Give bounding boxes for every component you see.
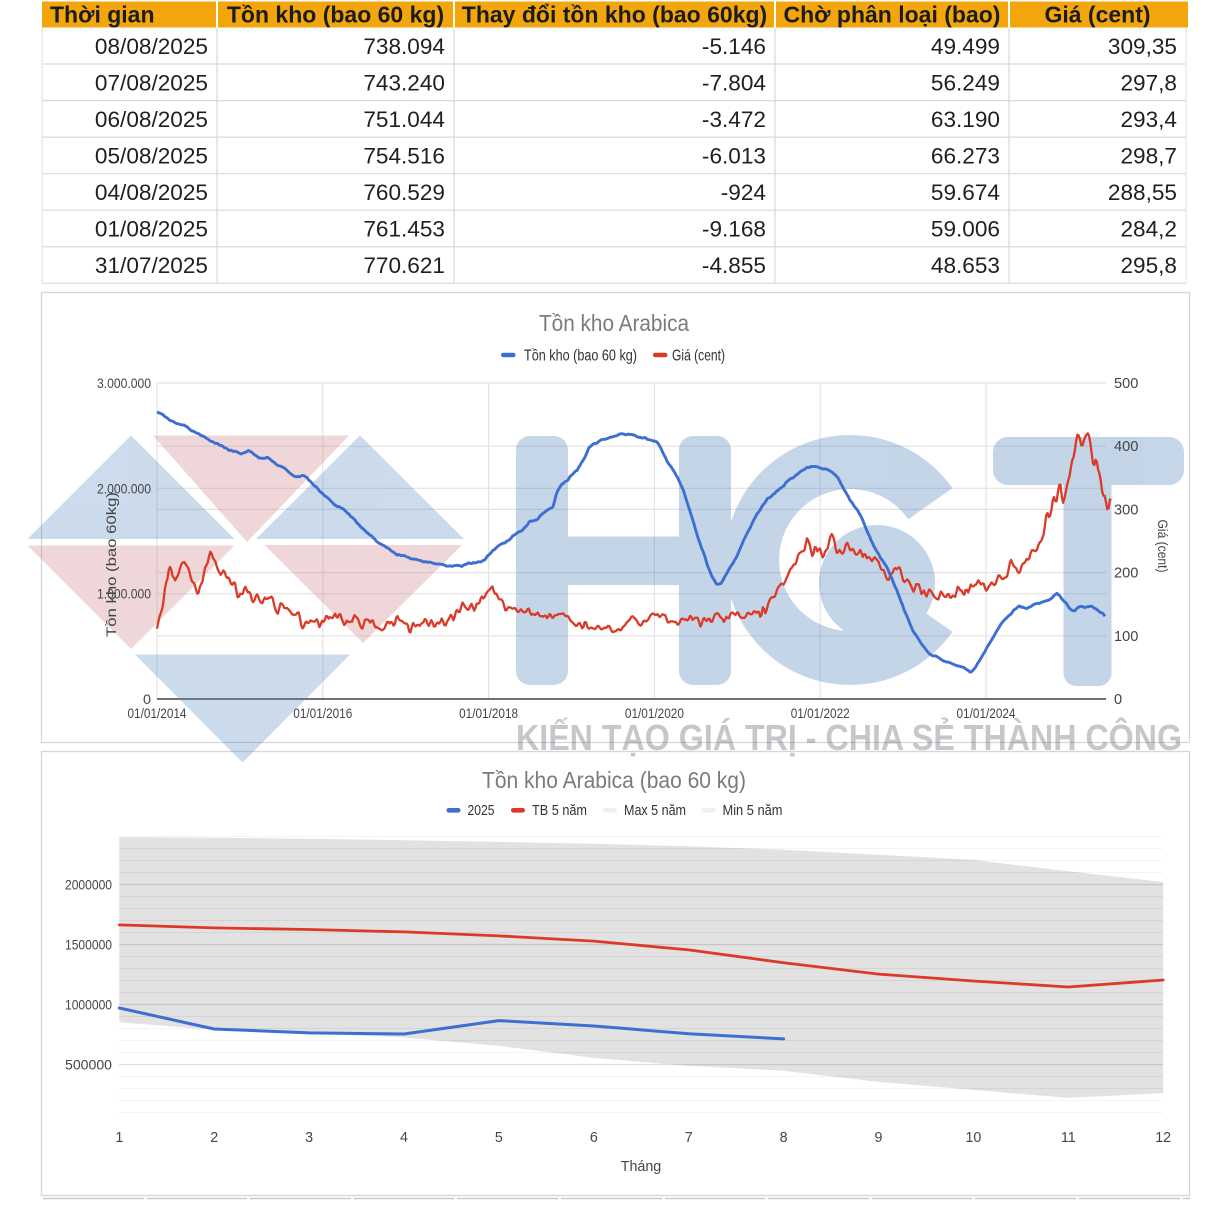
svg-text:288,55: 288,55 bbox=[1108, 180, 1177, 205]
svg-text:298,7: 298,7 bbox=[1120, 143, 1177, 168]
svg-text:761.453: 761.453 bbox=[363, 217, 445, 242]
svg-text:08/08/2025: 08/08/2025 bbox=[95, 34, 208, 59]
svg-text:293,4: 293,4 bbox=[1120, 107, 1177, 132]
svg-text:63.190: 63.190 bbox=[931, 107, 1000, 132]
svg-text:59.674: 59.674 bbox=[931, 180, 1000, 205]
svg-text:Thời gian: Thời gian bbox=[50, 2, 155, 28]
svg-text:1000000: 1000000 bbox=[65, 997, 112, 1013]
svg-text:5: 5 bbox=[495, 1130, 503, 1146]
svg-text:200: 200 bbox=[1114, 566, 1138, 582]
svg-text:Min 5 năm: Min 5 năm bbox=[723, 803, 783, 819]
svg-text:11: 11 bbox=[1061, 1130, 1076, 1146]
svg-text:500: 500 bbox=[1114, 376, 1138, 392]
svg-text:8: 8 bbox=[780, 1130, 788, 1146]
svg-text:07/08/2025: 07/08/2025 bbox=[95, 70, 208, 95]
svg-text:-9.168: -9.168 bbox=[702, 217, 766, 242]
svg-text:10: 10 bbox=[965, 1130, 981, 1146]
svg-text:2.000.000: 2.000.000 bbox=[97, 480, 151, 496]
svg-text:01/01/2024: 01/01/2024 bbox=[957, 705, 1016, 721]
svg-text:1.000.000: 1.000.000 bbox=[97, 586, 151, 602]
svg-text:9: 9 bbox=[875, 1130, 883, 1146]
svg-text:Tồn kho (bao 60 kg): Tồn kho (bao 60 kg) bbox=[227, 2, 444, 28]
svg-text:100: 100 bbox=[1114, 629, 1138, 645]
svg-text:-7.804: -7.804 bbox=[702, 70, 766, 95]
svg-text:2000000: 2000000 bbox=[65, 877, 112, 893]
svg-text:Thay đổi tồn kho (bao 60kg): Thay đổi tồn kho (bao 60kg) bbox=[462, 2, 767, 28]
svg-text:7: 7 bbox=[685, 1130, 693, 1146]
svg-text:3.000.000: 3.000.000 bbox=[97, 375, 151, 391]
svg-text:751.044: 751.044 bbox=[363, 107, 445, 132]
svg-text:Max 5 năm: Max 5 năm bbox=[624, 803, 686, 819]
svg-text:12: 12 bbox=[1155, 1130, 1171, 1146]
svg-text:59.006: 59.006 bbox=[931, 217, 1000, 242]
svg-text:4: 4 bbox=[400, 1130, 408, 1146]
svg-text:1500000: 1500000 bbox=[65, 937, 112, 953]
svg-text:Giá (cent): Giá (cent) bbox=[672, 348, 725, 365]
svg-text:295,8: 295,8 bbox=[1120, 253, 1177, 278]
svg-text:300: 300 bbox=[1114, 502, 1138, 518]
svg-text:-6.013: -6.013 bbox=[702, 143, 766, 168]
svg-text:-4.855: -4.855 bbox=[702, 253, 766, 278]
svg-text:Tồn kho Arabica (bao 60 kg): Tồn kho Arabica (bao 60 kg) bbox=[482, 767, 746, 793]
svg-text:06/08/2025: 06/08/2025 bbox=[95, 107, 208, 132]
svg-text:0: 0 bbox=[1114, 692, 1122, 708]
svg-text:2025: 2025 bbox=[468, 803, 495, 819]
svg-text:01/08/2025: 01/08/2025 bbox=[95, 217, 208, 242]
svg-text:04/08/2025: 04/08/2025 bbox=[95, 180, 208, 205]
svg-text:01/01/2014: 01/01/2014 bbox=[128, 705, 187, 721]
svg-text:6: 6 bbox=[590, 1130, 598, 1146]
svg-text:Tồn kho Arabica: Tồn kho Arabica bbox=[539, 310, 689, 336]
svg-text:Chờ phân loại (bao): Chờ phân loại (bao) bbox=[784, 2, 1001, 28]
svg-text:-924: -924 bbox=[721, 180, 766, 205]
svg-text:743.240: 743.240 bbox=[363, 70, 445, 95]
svg-text:3: 3 bbox=[305, 1130, 313, 1146]
svg-text:01/01/2016: 01/01/2016 bbox=[293, 705, 352, 721]
svg-text:-5.146: -5.146 bbox=[702, 34, 766, 59]
svg-text:2: 2 bbox=[210, 1130, 218, 1146]
svg-text:-3.472: -3.472 bbox=[702, 107, 766, 132]
svg-text:Tồn kho (bao 60 kg): Tồn kho (bao 60 kg) bbox=[524, 348, 637, 365]
svg-text:738.094: 738.094 bbox=[363, 34, 445, 59]
svg-text:754.516: 754.516 bbox=[363, 143, 445, 168]
svg-text:284,2: 284,2 bbox=[1120, 217, 1177, 242]
svg-text:49.499: 49.499 bbox=[931, 34, 1000, 59]
svg-text:01/01/2018: 01/01/2018 bbox=[459, 705, 518, 721]
svg-text:KIẾN TẠO GIÁ TRỊ - CHIA SẺ THÀ: KIẾN TẠO GIÁ TRỊ - CHIA SẺ THÀNH CÔNG bbox=[516, 716, 1182, 758]
svg-text:01/01/2022: 01/01/2022 bbox=[791, 705, 850, 721]
svg-text:TB 5 năm: TB 5 năm bbox=[532, 803, 587, 819]
svg-text:31/07/2025: 31/07/2025 bbox=[95, 253, 208, 278]
svg-text:Tháng: Tháng bbox=[621, 1159, 662, 1175]
svg-text:0: 0 bbox=[143, 691, 151, 707]
svg-text:66.273: 66.273 bbox=[931, 143, 1000, 168]
svg-text:500000: 500000 bbox=[65, 1057, 112, 1073]
svg-text:01/01/2020: 01/01/2020 bbox=[625, 705, 684, 721]
svg-text:05/08/2025: 05/08/2025 bbox=[95, 143, 208, 168]
svg-text:Tồn kho (bao 60kg): Tồn kho (bao 60kg) bbox=[104, 492, 119, 637]
svg-text:760.529: 760.529 bbox=[363, 180, 445, 205]
svg-text:Giá (cent): Giá (cent) bbox=[1044, 2, 1150, 28]
svg-text:1: 1 bbox=[115, 1130, 123, 1146]
svg-text:Giá (cent): Giá (cent) bbox=[1155, 520, 1170, 573]
svg-text:297,8: 297,8 bbox=[1120, 70, 1177, 95]
svg-text:48.653: 48.653 bbox=[931, 253, 1000, 278]
svg-text:400: 400 bbox=[1114, 439, 1138, 455]
svg-text:56.249: 56.249 bbox=[931, 70, 1000, 95]
svg-text:770.621: 770.621 bbox=[363, 253, 445, 278]
svg-text:309,35: 309,35 bbox=[1108, 34, 1177, 59]
